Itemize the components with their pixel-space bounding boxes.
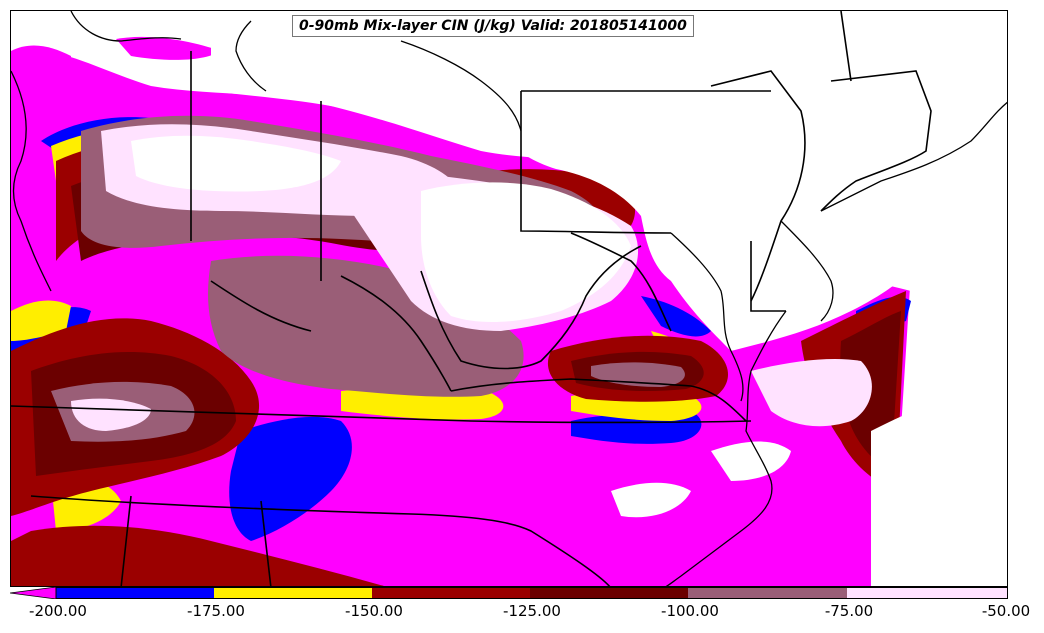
colorbar-tick-label: -100.00: [661, 602, 719, 620]
colorbar-bin-175-150: [214, 587, 372, 599]
colorbar-under-triangle: [10, 587, 57, 599]
colorbar-tick-label: -175.00: [187, 602, 245, 620]
state-boundaries: [11, 11, 932, 586]
colorbar-outline: [55, 587, 1008, 599]
colorbar-tick-label: -150.00: [345, 602, 403, 620]
colorbar-bin-150-125: [372, 587, 530, 599]
coastlines: [11, 11, 1007, 586]
colorbar-tick-label: -125.00: [503, 602, 561, 620]
cin-map: [11, 11, 1007, 586]
colorbar-bin-75-50: [847, 587, 1007, 599]
colorbar-bin-125-100: [530, 587, 688, 599]
map-panel: [10, 10, 1008, 587]
colorbar-bin-200-175: [56, 587, 214, 599]
colorbar-bin-100-75: [688, 587, 847, 599]
colorbar-tick-label: -50.00: [981, 602, 1031, 620]
cin-fill-gt-50: [11, 11, 1007, 586]
map-title: 0-90mb Mix-layer CIN (J/kg) Valid: 20180…: [292, 15, 694, 37]
colorbar: [10, 587, 1008, 599]
colorbar-tick-label: -200.00: [29, 602, 87, 620]
colorbar-tick-label: -75.00: [824, 602, 874, 620]
